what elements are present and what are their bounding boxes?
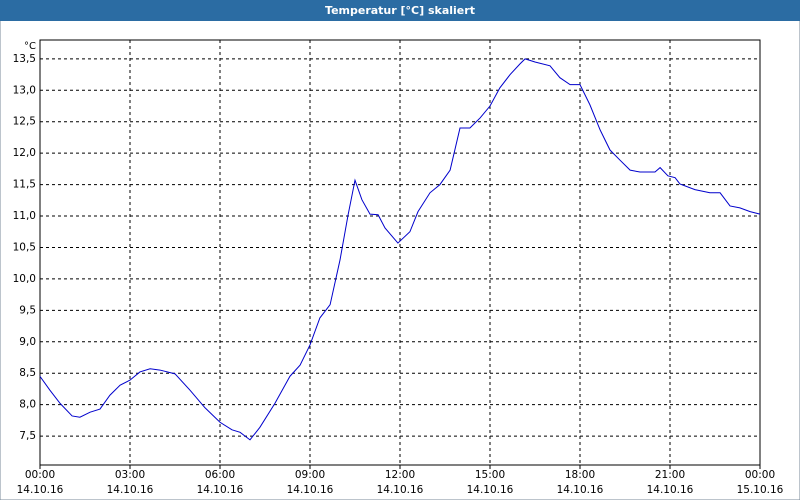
y-tick-label: 13,5 (13, 53, 36, 65)
x-tick-label: 03:00 (115, 469, 145, 481)
window-title: Temperatur [°C] skaliert (325, 4, 475, 17)
y-tick-label: 8,5 (19, 367, 36, 379)
x-tick-date: 14.10.16 (287, 484, 334, 496)
x-tick-label: 18:00 (565, 469, 595, 481)
x-tick-label: 00:00 (25, 469, 55, 481)
y-tick-label: 9,5 (19, 304, 36, 316)
y-tick-label: 7,5 (19, 430, 36, 442)
title-bar (0, 0, 800, 21)
x-tick-date: 14.10.16 (557, 484, 604, 496)
y-unit: °C (24, 41, 36, 52)
y-tick-label: 13,0 (13, 84, 36, 96)
x-tick-label: 21:00 (655, 469, 685, 481)
y-tick-label: 11,5 (13, 179, 36, 191)
y-tick-label: 12,5 (13, 116, 36, 128)
y-tick-label: 12,0 (13, 147, 36, 159)
y-tick-label: 9,0 (19, 336, 36, 348)
x-tick-date: 14.10.16 (647, 484, 694, 496)
x-tick-label: 00:00 (745, 469, 775, 481)
x-tick-label: 12:00 (385, 469, 415, 481)
y-tick-label: 10,0 (13, 273, 36, 285)
x-tick-date: 15.10.16 (737, 484, 784, 496)
x-tick-date: 14.10.16 (17, 484, 64, 496)
x-tick-date: 14.10.16 (467, 484, 514, 496)
y-tick-label: 8,0 (19, 399, 36, 411)
x-tick-date: 14.10.16 (107, 484, 154, 496)
x-tick-label: 15:00 (475, 469, 505, 481)
y-tick-label: 10,5 (13, 241, 36, 253)
x-tick-date: 14.10.16 (377, 484, 424, 496)
y-tick-label: 11,0 (13, 210, 36, 222)
x-tick-date: 14.10.16 (197, 484, 244, 496)
data-line (39, 58, 761, 441)
x-tick-label: 09:00 (295, 469, 325, 481)
x-tick-label: 06:00 (205, 469, 235, 481)
